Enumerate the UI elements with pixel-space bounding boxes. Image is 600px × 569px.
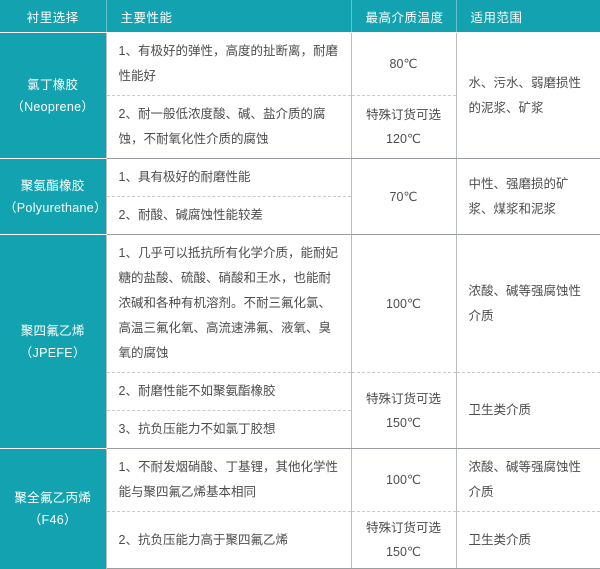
scope-cell: 卫生类介质: [456, 372, 600, 449]
material-name-cn: 聚四氟乙烯: [20, 323, 85, 338]
temperature-cell: 100℃: [351, 448, 457, 512]
material-name-cn: 氯丁橡胶: [27, 77, 79, 92]
column-header-lining: 衬里选择: [0, 0, 107, 33]
temperature-cell: 特殊订货可选 120℃: [351, 95, 457, 159]
temperature-cell: 70℃: [351, 158, 457, 235]
temperature-value: 80℃: [389, 57, 418, 71]
material-cell-f46: 聚全氟乙丙烯 （F46）: [0, 448, 107, 569]
material-name-en: （Polyurethane）: [4, 200, 107, 215]
table-header: 衬里选择 主要性能 最高介质温度 适用范围: [0, 0, 600, 33]
material-name-cn: 聚全氟乙丙烯: [14, 490, 92, 505]
table-row: 聚全氟乙丙烯 （F46） 1、不耐发烟硝酸、丁基锂，其他化学性能与聚四氟乙烯基本…: [0, 448, 600, 569]
performance-cell: 2、耐一般低浓度酸、碱、盐介质的腐蚀，不耐氧化性介质的腐蚀: [106, 95, 352, 159]
scope-cell: 浓酸、碱等强腐蚀性介质: [456, 448, 600, 512]
table-row: 聚四氟乙烯 （JPEFE） 1、几乎可以抵抗所有化学介质，能耐妃糖的盐酸、硫酸、…: [0, 234, 600, 449]
temperature-cell: 80℃: [351, 32, 457, 96]
temperature-value: 100℃: [386, 296, 421, 311]
column-header-scope: 适用范围: [456, 0, 600, 33]
material-name-en: （JPEFE）: [19, 345, 86, 360]
column-header-performance: 主要性能: [106, 0, 352, 33]
material-name-cn: 聚氨酯橡胶: [20, 178, 85, 193]
scope-cell: 水、污水、弱磨损性的泥浆、矿浆: [456, 32, 600, 159]
material-cell-jpefe: 聚四氟乙烯 （JPEFE）: [0, 234, 107, 449]
column-header-max-temp: 最高介质温度: [351, 0, 457, 33]
performance-cell: 2、抗负压能力高于聚四氟乙烯: [106, 511, 352, 569]
material-cell-neoprene: 氯丁橡胶 （Neoprene）: [0, 32, 107, 159]
material-name-en: （Neoprene）: [11, 99, 95, 114]
performance-cell: 1、具有极好的耐磨性能: [106, 158, 352, 197]
temperature-value-line2: 150℃: [386, 545, 421, 559]
scope-cell: 浓酸、碱等强腐蚀性介质: [456, 234, 600, 373]
temperature-value-line2: 120℃: [386, 132, 421, 146]
performance-cell: 3、抗负压能力不如氯丁胶想: [106, 410, 352, 449]
temperature-cell: 特殊订货可选 150℃: [351, 511, 457, 569]
temperature-cell: 特殊订货可选 150℃: [351, 372, 457, 449]
material-name-en: （F46）: [28, 512, 77, 527]
performance-cell: 2、耐酸、碱腐蚀性能较差: [106, 196, 352, 235]
material-cell-polyurethane: 聚氨酯橡胶 （Polyurethane）: [0, 158, 107, 235]
temperature-value: 100℃: [386, 473, 421, 487]
table-header-row: 衬里选择 主要性能 最高介质温度 适用范围: [0, 0, 600, 33]
table-row: 聚氨酯橡胶 （Polyurethane） 1、具有极好的耐磨性能 70℃ 中性、…: [0, 158, 600, 235]
scope-cell: 中性、强磨损的矿浆、煤浆和泥浆: [456, 158, 600, 235]
scope-cell: 卫生类介质: [456, 511, 600, 569]
temperature-value-line1: 特殊订货可选: [365, 391, 441, 406]
temperature-value-line1: 特殊订货可选: [365, 108, 441, 122]
temperature-value-line1: 特殊订货可选: [365, 521, 441, 535]
performance-cell: 1、几乎可以抵抗所有化学介质，能耐妃糖的盐酸、硫酸、硝酸和王水，也能耐浓碱和各种…: [106, 234, 352, 373]
table-body: 氯丁橡胶 （Neoprene） 1、有极好的弹性，高度的扯断离，耐磨性能好 80…: [0, 32, 600, 569]
performance-cell: 2、耐磨性能不如聚氨酯橡胶: [106, 372, 352, 411]
table-row: 2、耐酸、碱腐蚀性能较差: [0, 196, 600, 235]
performance-cell: 1、有极好的弹性，高度的扯断离，耐磨性能好: [106, 32, 352, 96]
performance-cell: 1、不耐发烟硝酸、丁基锂，其他化学性能与聚四氟乙烯基本相同: [106, 448, 352, 512]
temperature-value: 70℃: [389, 189, 418, 204]
temperature-cell: 100℃: [351, 234, 457, 373]
temperature-value-line2: 150℃: [386, 415, 421, 430]
